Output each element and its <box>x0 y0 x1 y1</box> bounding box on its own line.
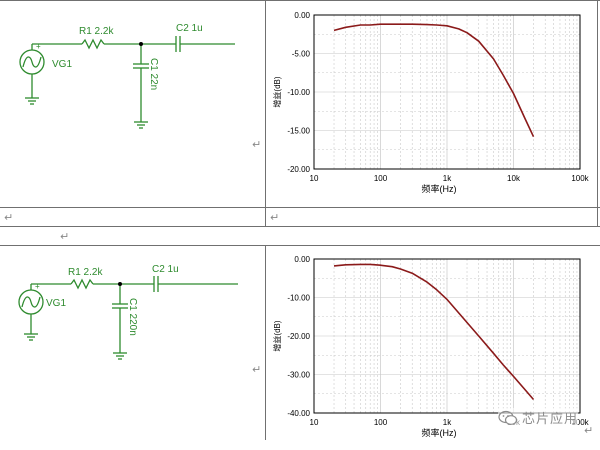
paragraph-mark: ↵ <box>584 424 594 437</box>
sine-source-icon: + <box>19 42 45 75</box>
y-tick-label: -10.00 <box>287 88 310 97</box>
grid <box>314 258 580 414</box>
sine-source-icon: + <box>18 282 44 315</box>
c1-label: C1 22n <box>148 58 159 90</box>
plot-frame <box>313 258 581 414</box>
x-tick-label: 100k <box>571 418 589 427</box>
watermark: 芯片应用 <box>498 408 579 427</box>
paragraph-mark: ↵ <box>270 211 280 224</box>
y-tick-label: -20.00 <box>287 165 310 174</box>
x-axis-label: 频率(Hz) <box>422 427 457 438</box>
y-tick-label: -15.00 <box>287 127 310 136</box>
frequency-response-chart-bottom: 0.00-10.00-20.00-30.00-40.00101001k10k10… <box>272 255 590 438</box>
y-axis-label: 增益(dB) <box>272 320 282 351</box>
x-tick-label: 1k <box>443 174 452 183</box>
x-tick-label: 1k <box>443 418 452 427</box>
ground-icon <box>24 333 127 360</box>
y-tick-label: -40.00 <box>287 409 310 418</box>
x-tick-label: 10 <box>310 418 319 427</box>
y-tick-label: -30.00 <box>287 371 310 380</box>
c1-label: C1 220n <box>127 298 138 336</box>
paragraph-mark: ↵ <box>4 211 14 224</box>
svg-text:+: + <box>36 42 41 51</box>
series-line <box>333 23 535 138</box>
r1-label: R1 2.2k <box>68 267 103 278</box>
x-tick-label: 100 <box>374 174 388 183</box>
c2-label: C2 1u <box>176 23 203 34</box>
x-tick-label: 100k <box>571 174 589 183</box>
paragraph-mark: ↵ <box>252 363 262 376</box>
x-axis-label: 频率(Hz) <box>422 183 457 194</box>
x-tick-label: 100 <box>374 418 388 427</box>
plot-frame <box>313 14 581 170</box>
y-tick-label: 0.00 <box>294 255 310 264</box>
paragraph-mark: ↵ <box>252 138 262 151</box>
watermark-text: 芯片应用 <box>522 412 579 427</box>
paragraph-mark: ↵ <box>60 230 70 243</box>
y-axis-label: 增益(dB) <box>272 76 282 107</box>
r1-label: R1 2.2k <box>79 26 114 37</box>
svg-text:+: + <box>35 282 40 291</box>
c2-label: C2 1u <box>152 264 179 275</box>
source-label: VG1 <box>46 298 66 309</box>
source-label: VG1 <box>52 59 72 70</box>
y-tick-label: -5.00 <box>292 50 311 59</box>
schematic-bottom: + VG1 R1 2.2k C2 1u C1 220n <box>18 264 238 360</box>
schematic-top: + VG1 R1 2.2k C2 1u C1 22n <box>19 23 235 129</box>
ground-icon <box>25 97 148 129</box>
y-tick-label: -20.00 <box>287 332 310 341</box>
wechat-icon <box>498 410 518 425</box>
grid <box>314 14 580 170</box>
series-line <box>333 263 535 401</box>
x-tick-label: 10 <box>310 174 319 183</box>
y-tick-label: 0.00 <box>294 11 310 20</box>
x-tick-label: 10k <box>507 174 521 183</box>
y-tick-label: -10.00 <box>287 294 310 303</box>
